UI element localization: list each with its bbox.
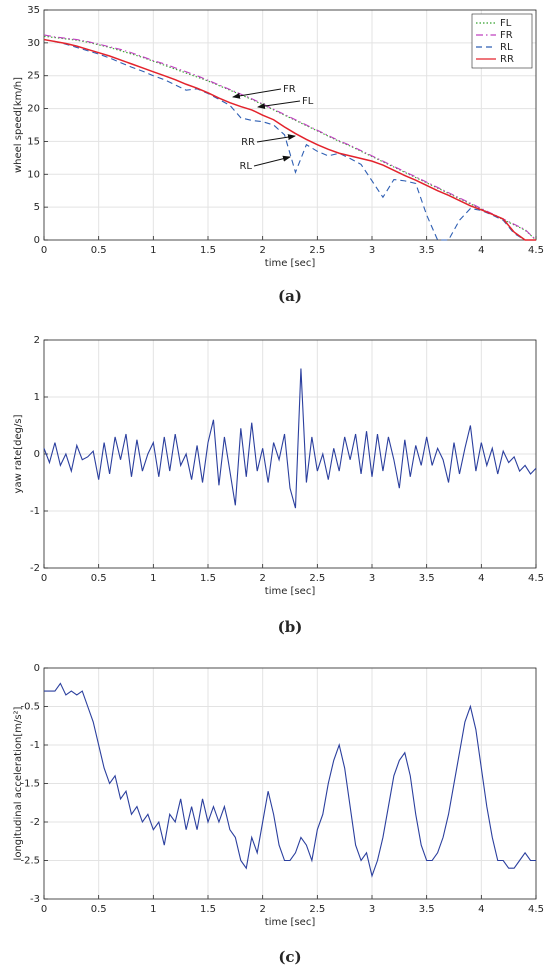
x-tick-label: 2.5 (309, 573, 325, 584)
y-tick-label: -2 (30, 563, 40, 574)
caption: (b) (278, 618, 303, 636)
annotation-arrow (232, 88, 282, 99)
plot-frame (43, 9, 537, 241)
x-tick-label: 4 (478, 904, 484, 915)
x-tick-label: 0 (41, 245, 47, 256)
x-tick-label: 4 (478, 573, 484, 584)
x-tick-label: 1.5 (200, 245, 216, 256)
y-tick-label: 1 (34, 392, 40, 403)
annotation-arrow (257, 100, 301, 109)
y-axis-label: longitudinal acceleration[m/s²] (13, 706, 24, 860)
annotation-arrow (256, 134, 296, 143)
annotation: RR (241, 137, 255, 148)
x-tick-label: 3.5 (419, 245, 435, 256)
y-tick-label: 35 (27, 5, 40, 16)
legend-label: FR (500, 30, 513, 41)
annotation: FL (302, 96, 314, 107)
plot-frame (43, 667, 537, 900)
y-tick-label: -0.5 (20, 702, 40, 713)
y-tick-label: 0 (34, 663, 40, 674)
data-line (44, 682, 536, 878)
caption: (c) (278, 948, 301, 966)
plot-frame (43, 339, 537, 569)
y-tick-label: -2.5 (20, 856, 40, 867)
y-tick-label: -3 (30, 894, 40, 905)
x-tick-label: 3.5 (419, 573, 435, 584)
data-line (43, 34, 537, 241)
y-tick-label: 20 (27, 104, 40, 115)
annotation-arrow (253, 155, 291, 167)
y-tick-label: 5 (34, 202, 40, 213)
legend-label: RL (500, 42, 513, 53)
y-tick-label: 15 (27, 136, 40, 147)
x-tick-label: 3 (369, 573, 375, 584)
x-tick-label: 3 (369, 245, 375, 256)
y-tick-label: 25 (27, 71, 40, 82)
x-tick-label: 3 (369, 904, 375, 915)
y-tick-label: 10 (27, 169, 40, 180)
y-tick-label: -2 (30, 817, 40, 828)
data-line (43, 368, 537, 509)
y-axis-label: yaw rate[deg/s] (13, 414, 24, 493)
x-tick-label: 4.5 (528, 904, 544, 915)
data-line (43, 38, 536, 241)
x-tick-label: 1 (150, 904, 156, 915)
legend-label: RR (500, 54, 514, 65)
legend-label: FL (500, 18, 512, 29)
x-tick-label: 1.5 (200, 573, 216, 584)
x-tick-label: 2 (259, 573, 265, 584)
y-tick-label: 0 (34, 235, 40, 246)
x-tick-label: 1.5 (200, 904, 216, 915)
x-tick-label: 0 (41, 573, 47, 584)
data-line (43, 39, 536, 241)
x-tick-label: 0.5 (91, 573, 107, 584)
y-tick-label: 2 (34, 335, 40, 346)
y-tick-label: -1.5 (20, 779, 40, 790)
x-tick-label: 2 (259, 904, 265, 915)
x-tick-label: 4 (478, 245, 484, 256)
y-axis-label: wheel speed[km/h] (13, 77, 24, 173)
x-tick-label: 3.5 (419, 904, 435, 915)
caption: (a) (278, 287, 302, 305)
x-tick-label: 1 (150, 245, 156, 256)
x-tick-label: 2.5 (309, 245, 325, 256)
y-tick-label: -1 (30, 740, 40, 751)
x-axis-label: time [sec] (265, 258, 316, 269)
x-tick-label: 0.5 (91, 245, 107, 256)
x-tick-label: 0.5 (91, 904, 107, 915)
x-tick-label: 1 (150, 573, 156, 584)
x-axis-label: time [sec] (265, 586, 316, 597)
y-tick-label: -1 (30, 506, 40, 517)
x-tick-label: 2.5 (309, 904, 325, 915)
x-axis-label: time [sec] (265, 917, 316, 928)
annotation: RL (239, 161, 252, 172)
data-line (43, 35, 537, 241)
y-tick-label: 0 (34, 449, 40, 460)
x-tick-label: 2 (259, 245, 265, 256)
x-tick-label: 4.5 (528, 245, 544, 256)
x-tick-label: 0 (41, 904, 47, 915)
x-tick-label: 4.5 (528, 573, 544, 584)
annotation: FR (283, 84, 296, 95)
y-tick-label: 30 (27, 38, 40, 49)
